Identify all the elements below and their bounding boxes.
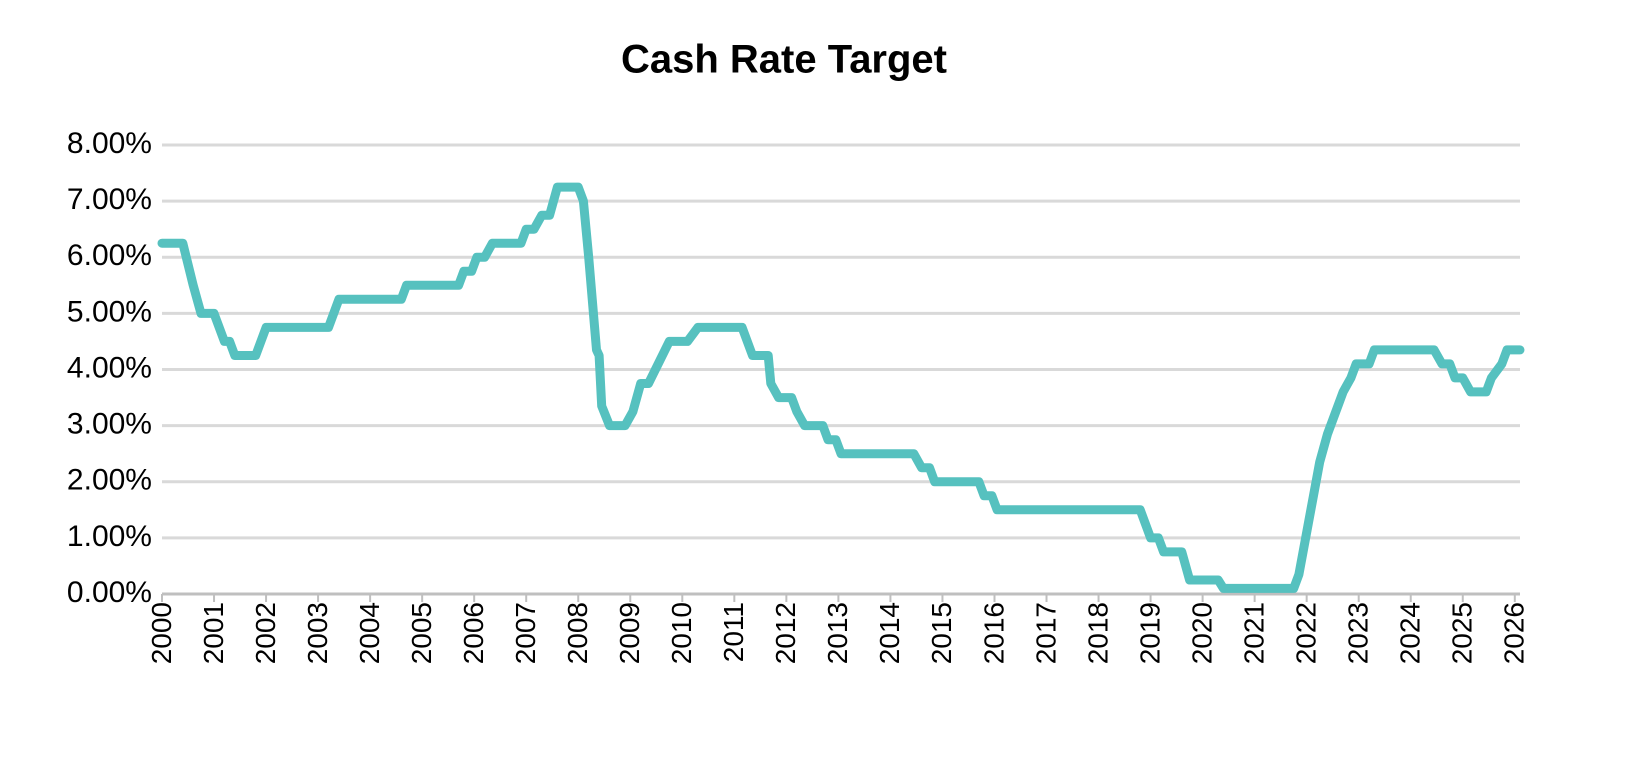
x-tick-label: 2016: [978, 602, 1009, 664]
x-tick-label: 2004: [354, 602, 385, 664]
y-tick-label: 1.00%: [67, 520, 152, 553]
x-tick-label: 2008: [562, 602, 593, 664]
x-tick-label: 2020: [1186, 602, 1217, 664]
y-tick-label: 8.00%: [67, 127, 152, 160]
y-tick-label: 7.00%: [67, 183, 152, 216]
x-tick-label: 2011: [718, 602, 749, 662]
x-tick-label: 2024: [1395, 602, 1426, 664]
x-tick-label: 2017: [1030, 602, 1061, 664]
x-tick-label: 2001: [198, 602, 229, 664]
x-tick-label: 2002: [250, 602, 281, 664]
x-tick-label: 2000: [146, 602, 177, 664]
y-tick-label: 4.00%: [67, 351, 152, 384]
x-tick-label: 2019: [1134, 602, 1165, 664]
y-tick-label: 6.00%: [67, 239, 152, 272]
x-tick-label: 2014: [874, 602, 905, 664]
x-tick-label: 2010: [666, 602, 697, 664]
x-tick-label: 2023: [1342, 602, 1373, 664]
x-tick-label: 2009: [614, 602, 645, 664]
x-tick-label: 2005: [406, 602, 437, 664]
y-tick-label: 0.00%: [67, 576, 152, 609]
x-tick-label: 2021: [1238, 602, 1269, 664]
x-tick-label: 2003: [302, 602, 333, 664]
x-tick-label: 2015: [926, 602, 957, 664]
rate-line: [157, 182, 1525, 593]
x-tick-label: 2013: [822, 602, 853, 664]
x-tick-label: 2007: [510, 602, 541, 664]
y-tick-label: 3.00%: [67, 408, 152, 441]
x-tick-label: 2026: [1499, 602, 1530, 664]
x-tick-label: 2022: [1290, 602, 1321, 664]
y-tick-label: 2.00%: [67, 464, 152, 497]
x-tick-label: 2025: [1447, 602, 1478, 664]
x-tick-label: 2018: [1082, 602, 1113, 664]
y-tick-label: 5.00%: [67, 295, 152, 328]
chart-title: Cash Rate Target: [621, 38, 947, 82]
x-tick-label: 2006: [458, 602, 489, 664]
x-tick-label: 2012: [770, 602, 801, 664]
